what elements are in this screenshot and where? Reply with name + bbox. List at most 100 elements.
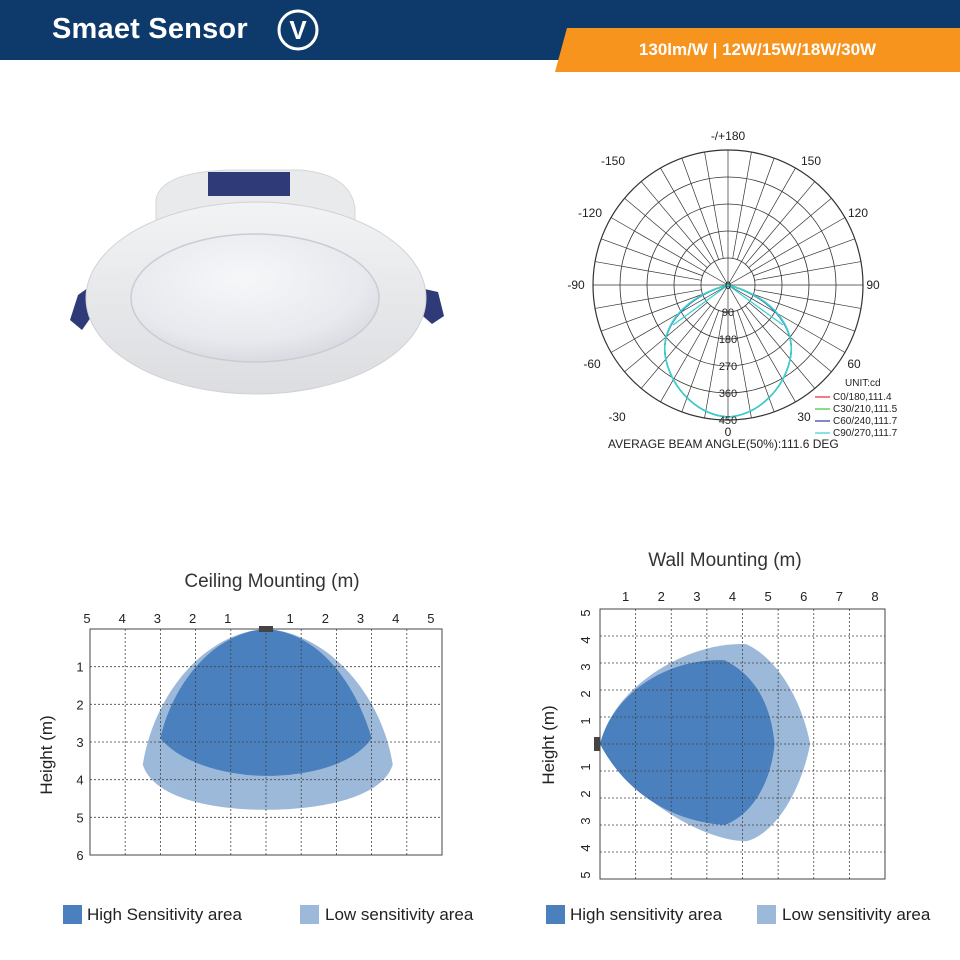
polar-spoke bbox=[736, 158, 775, 260]
wall-y-tick: 3 bbox=[578, 817, 593, 824]
wall-x-tick: 4 bbox=[729, 589, 736, 604]
sensor-mark bbox=[259, 626, 273, 632]
legend-low-label-wall: Low sensitivity area bbox=[782, 905, 931, 924]
brand-title: Smaet Sensor bbox=[52, 13, 248, 45]
polar-spoke bbox=[727, 217, 846, 286]
ceiling-y-axis-label: Height (m) bbox=[37, 715, 56, 794]
ceiling-x-tick: 1 bbox=[224, 611, 231, 626]
radial-label: 360 bbox=[719, 388, 737, 400]
ceiling-x-tick: 2 bbox=[322, 611, 329, 626]
legend-high-swatch-ceiling bbox=[63, 905, 82, 924]
wall-grid bbox=[599, 608, 886, 880]
wall-y-tick: 4 bbox=[578, 636, 593, 643]
ceiling-y-tick: 5 bbox=[76, 810, 83, 825]
ceiling-x-tick: 3 bbox=[357, 611, 364, 626]
polar-spoke bbox=[732, 151, 752, 259]
legend-low-swatch-ceiling bbox=[300, 905, 319, 924]
polar-grid bbox=[592, 149, 864, 421]
ceiling-x-tick: 1 bbox=[287, 611, 294, 626]
polar-spoke bbox=[727, 284, 846, 353]
polar-spoke bbox=[610, 217, 729, 286]
radial-label: 450 bbox=[719, 415, 737, 427]
polar-spoke bbox=[748, 197, 832, 268]
ceiling-y-tick: 2 bbox=[76, 697, 83, 712]
angle-label: 60 bbox=[847, 357, 861, 371]
ceiling-x-tick: 3 bbox=[154, 611, 161, 626]
wall-y-tick: 5 bbox=[578, 871, 593, 878]
polar-spoke bbox=[704, 311, 724, 419]
legend-high-swatch-wall bbox=[546, 905, 565, 924]
polar-legend-label: C30/210,111.5 bbox=[833, 404, 898, 415]
wall-y-tick: 5 bbox=[578, 609, 593, 616]
ceiling-x-tick: 5 bbox=[83, 611, 90, 626]
angle-label: 120 bbox=[848, 206, 868, 220]
sensor-mark bbox=[594, 737, 600, 751]
polar-spoke bbox=[601, 238, 703, 277]
wall-x-tick: 2 bbox=[658, 589, 665, 604]
ceiling-x-tick: 5 bbox=[427, 611, 434, 626]
polar-spoke bbox=[754, 261, 862, 281]
angle-label: 30 bbox=[797, 410, 811, 424]
ceiling-grid bbox=[89, 628, 443, 856]
driver-box bbox=[208, 172, 290, 196]
polar-spoke bbox=[681, 158, 720, 260]
legend-high-label-wall: High sensitivity area bbox=[570, 905, 723, 924]
wall-y-tick: 4 bbox=[578, 844, 593, 851]
polar-spoke bbox=[753, 293, 855, 332]
polar-spoke bbox=[601, 293, 703, 332]
spec-text: 130lm/W | 12W/15W/18W/30W bbox=[638, 40, 877, 59]
polar-spoke bbox=[594, 289, 702, 309]
polar-spoke bbox=[727, 167, 796, 286]
legend-high-label-ceiling: High Sensitivity area bbox=[87, 905, 242, 924]
wall-y-tick: 2 bbox=[578, 790, 593, 797]
polar-diagram: -/+180 -150 150 -120 120 -90 90 -60 60 -30 30 0 0 90 1… bbox=[567, 129, 898, 451]
angle-label: -90 bbox=[567, 278, 585, 292]
polar-spoke bbox=[681, 310, 720, 412]
polar-spoke bbox=[624, 197, 708, 268]
polar-spoke bbox=[745, 181, 816, 265]
ceiling-y-tick: 1 bbox=[76, 660, 83, 675]
polar-spoke bbox=[660, 284, 729, 403]
ceiling-x-tick: 2 bbox=[189, 611, 196, 626]
ceiling-x-tick: 4 bbox=[119, 611, 126, 626]
legend-low-label-ceiling: Low sensitivity area bbox=[325, 905, 474, 924]
high-sensitivity-area bbox=[600, 660, 775, 825]
polar-legend-label: C0/180,111.4 bbox=[833, 392, 892, 403]
ceiling-mounting-diagram: Ceiling Mounting (m) Height (m) 5 4 3 2 1 1 2 3 4 5… bbox=[37, 571, 443, 863]
curve-inner bbox=[672, 284, 784, 326]
angle-label: -150 bbox=[601, 154, 625, 168]
polar-spoke bbox=[753, 238, 855, 277]
v-badge-icon: V bbox=[277, 9, 319, 51]
polar-spoke bbox=[594, 261, 702, 281]
wall-y-tick: 1 bbox=[578, 763, 593, 770]
radial-label: 90 bbox=[722, 307, 734, 319]
wall-y-axis-label: Height (m) bbox=[539, 705, 558, 784]
ceiling-y-tick: 4 bbox=[76, 773, 83, 788]
wall-x-tick: 1 bbox=[622, 589, 629, 604]
wall-y-tick: 2 bbox=[578, 690, 593, 697]
polar-spoke bbox=[732, 311, 752, 419]
spec-banner bbox=[555, 28, 960, 72]
radial-label: 270 bbox=[719, 361, 737, 373]
wall-x-tick: 6 bbox=[800, 589, 807, 604]
polar-spoke bbox=[754, 289, 862, 309]
angle-label: -120 bbox=[578, 206, 602, 220]
angle-label: -30 bbox=[608, 410, 626, 424]
wall-mounting-diagram: Wall Mounting (m) Height (m) 1 2 3 4 5 6 7 8 5 4 3 2 1… bbox=[539, 550, 886, 880]
angle-label-top: -/+180 bbox=[711, 129, 746, 143]
wall-x-tick: 5 bbox=[765, 589, 772, 604]
wall-y-tick: 1 bbox=[578, 717, 593, 724]
polar-spoke bbox=[727, 284, 796, 403]
ceiling-y-tick: 3 bbox=[76, 735, 83, 750]
wall-x-tick: 8 bbox=[871, 589, 878, 604]
angle-label-bottom: 0 bbox=[725, 425, 732, 439]
beam-angle-label: AVERAGE BEAM ANGLE(50%):111.6 DEG bbox=[608, 437, 839, 451]
polar-spoke bbox=[640, 181, 711, 265]
ceiling-y-tick: 6 bbox=[76, 848, 83, 863]
polar-spoke bbox=[610, 284, 729, 353]
curve-c90 bbox=[663, 284, 793, 418]
angle-label: 90 bbox=[866, 278, 880, 292]
wall-title: Wall Mounting (m) bbox=[648, 550, 801, 571]
wall-x-tick: 3 bbox=[693, 589, 700, 604]
angle-label: -60 bbox=[583, 357, 601, 371]
